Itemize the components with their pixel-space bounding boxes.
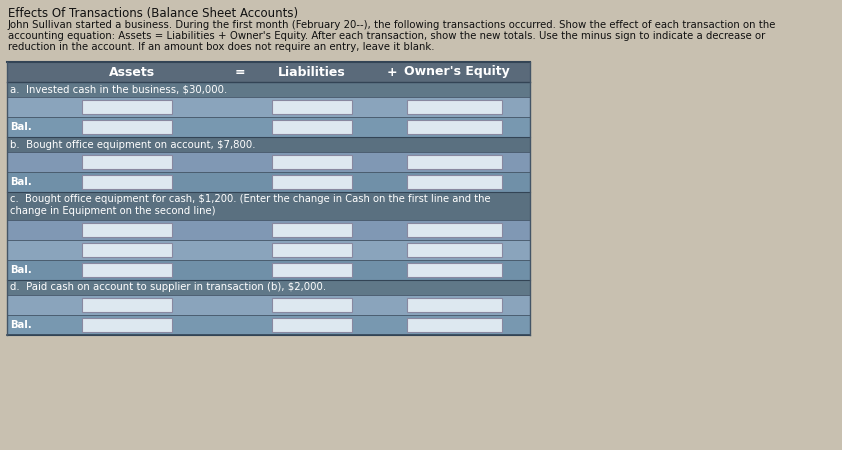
Text: =: = xyxy=(235,66,245,78)
Bar xyxy=(407,175,502,189)
Bar xyxy=(82,318,172,332)
Bar xyxy=(272,243,352,257)
Bar xyxy=(407,155,502,169)
Text: Bal.: Bal. xyxy=(10,177,32,187)
Text: John Sullivan started a business. During the first month (February 20--), the fo: John Sullivan started a business. During… xyxy=(8,20,776,30)
Text: d.  Paid cash on account to supplier in transaction (b), $2,000.: d. Paid cash on account to supplier in t… xyxy=(10,283,326,293)
Bar xyxy=(7,315,530,335)
Bar xyxy=(272,175,352,189)
Bar xyxy=(7,295,530,315)
Bar xyxy=(82,120,172,134)
Bar xyxy=(82,100,172,114)
Text: Effects Of Transactions (Balance Sheet Accounts): Effects Of Transactions (Balance Sheet A… xyxy=(8,7,298,20)
Bar xyxy=(7,240,530,260)
Bar xyxy=(407,318,502,332)
Bar xyxy=(272,223,352,237)
Bar xyxy=(7,280,530,295)
Bar xyxy=(407,243,502,257)
Bar xyxy=(407,100,502,114)
Bar xyxy=(7,152,530,172)
Bar xyxy=(7,260,530,280)
Text: Assets: Assets xyxy=(109,66,155,78)
Bar xyxy=(7,62,530,82)
Bar xyxy=(82,243,172,257)
Bar xyxy=(82,298,172,312)
Bar xyxy=(272,318,352,332)
Bar xyxy=(407,120,502,134)
Text: Owner's Equity: Owner's Equity xyxy=(404,66,510,78)
Bar xyxy=(82,263,172,277)
Text: a.  Invested cash in the business, $30,000.: a. Invested cash in the business, $30,00… xyxy=(10,85,227,94)
Text: +: + xyxy=(386,66,397,78)
Bar xyxy=(407,298,502,312)
Text: Bal.: Bal. xyxy=(10,122,32,132)
Bar xyxy=(272,155,352,169)
Text: b.  Bought office equipment on account, $7,800.: b. Bought office equipment on account, $… xyxy=(10,140,255,149)
Text: Liabilities: Liabilities xyxy=(278,66,346,78)
Text: Bal.: Bal. xyxy=(10,320,32,330)
Bar xyxy=(7,192,530,220)
Text: change in Equipment on the second line): change in Equipment on the second line) xyxy=(10,206,216,216)
Bar xyxy=(82,223,172,237)
Bar xyxy=(407,223,502,237)
Bar xyxy=(7,137,530,152)
Bar xyxy=(7,220,530,240)
Bar xyxy=(407,263,502,277)
Bar xyxy=(82,155,172,169)
Bar xyxy=(7,117,530,137)
Bar xyxy=(272,263,352,277)
Bar xyxy=(7,172,530,192)
Bar xyxy=(272,298,352,312)
Bar xyxy=(272,120,352,134)
Bar xyxy=(82,175,172,189)
Text: Bal.: Bal. xyxy=(10,265,32,275)
Bar xyxy=(7,97,530,117)
Text: reduction in the account. If an amount box does not require an entry, leave it b: reduction in the account. If an amount b… xyxy=(8,42,434,52)
Text: accounting equation: Assets = Liabilities + Owner's Equity. After each transacti: accounting equation: Assets = Liabilitie… xyxy=(8,31,765,41)
Bar xyxy=(272,100,352,114)
Bar xyxy=(7,82,530,97)
Text: c.  Bought office equipment for cash, $1,200. (Enter the change in Cash on the f: c. Bought office equipment for cash, $1,… xyxy=(10,194,491,204)
